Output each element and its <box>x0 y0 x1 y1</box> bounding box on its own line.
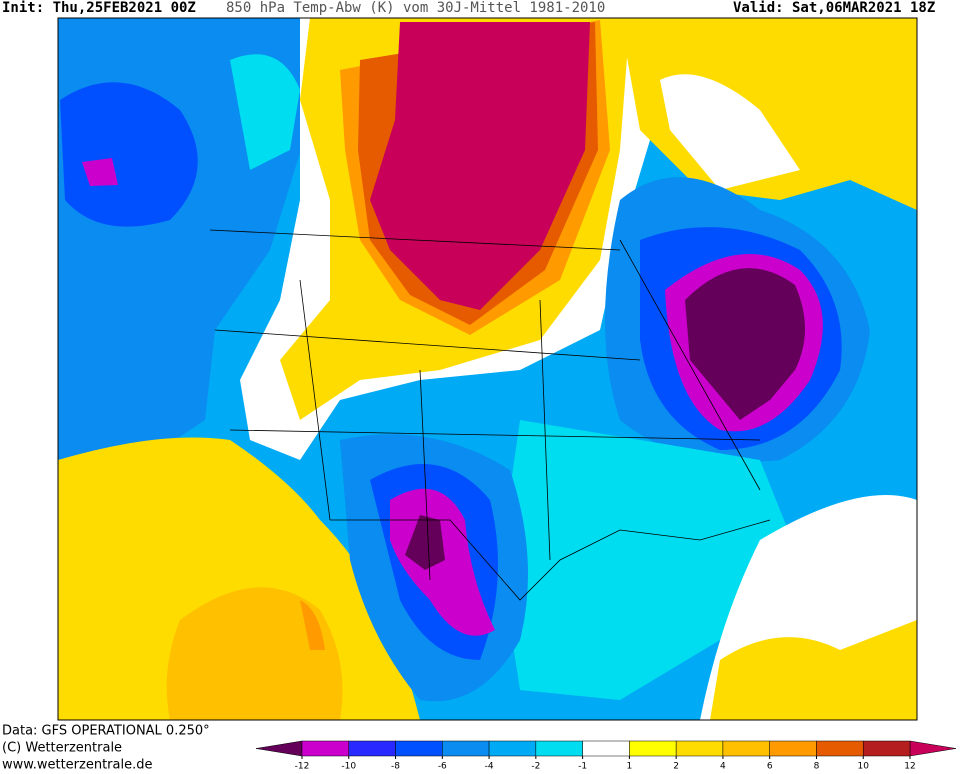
colorbar: -12 -10 -8 -6 -4 -2 -1 1 2 4 6 8 10 12 <box>255 740 957 772</box>
colorbar-tick-label: 12 <box>904 762 915 772</box>
map-field <box>82 158 118 186</box>
valid-time: Valid: Sat,06MAR2021 18Z <box>733 0 935 16</box>
colorbar-tick-label: -4 <box>485 762 494 772</box>
colorbar-segment <box>582 740 630 757</box>
colorbar-segment <box>816 740 864 757</box>
colorbar-tick-label: -2 <box>531 762 540 772</box>
colorbar-segment <box>488 740 537 757</box>
map-field <box>60 82 198 227</box>
colorbar-tick-label: -12 <box>295 762 310 772</box>
colorbar-tick-label: -6 <box>438 762 447 772</box>
colorbar-segment <box>348 740 396 757</box>
colorbar-tick-label: 4 <box>720 762 726 772</box>
map-field <box>710 620 917 720</box>
colorbar-segment <box>769 740 817 757</box>
borders <box>209 229 771 601</box>
map-field <box>685 268 805 420</box>
map-field <box>370 22 590 310</box>
colorbar-tick-label: -1 <box>578 762 587 772</box>
colorbar-tick-label: 2 <box>673 762 679 772</box>
map-field <box>166 587 343 720</box>
colorbar-tick-label: -8 <box>391 762 400 772</box>
colorbar-over <box>909 740 957 757</box>
colorbar-segment <box>301 740 350 757</box>
colorbar-tick-label: 8 <box>814 762 820 772</box>
colorbar-segment <box>442 740 490 757</box>
colorbar-tick-label: 1 <box>627 762 633 772</box>
colorbar-segment <box>675 740 724 757</box>
footer-line: Data: GFS OPERATIONAL 0.250° <box>2 724 210 739</box>
map-field <box>620 18 917 210</box>
map-field <box>660 74 800 190</box>
colorbar-tick-label: 10 <box>858 762 870 772</box>
footer-line: (C) Wetterzentrale <box>2 741 122 756</box>
colorbar-segment <box>395 740 443 757</box>
map-field <box>300 600 325 650</box>
colorbar-segment <box>629 740 677 757</box>
anomaly-map <box>58 18 917 720</box>
colorbar-segment <box>722 740 770 757</box>
map-field <box>230 54 300 170</box>
colorbar-tick-label: -10 <box>341 762 356 772</box>
colorbar-segment <box>862 740 911 757</box>
map-frame <box>57 17 918 721</box>
footer-line: www.wetterzentrale.de <box>2 758 152 773</box>
map-field <box>405 515 445 570</box>
colorbar-segment <box>535 740 583 757</box>
colorbar-under <box>255 740 303 757</box>
colorbar-tick-label: 6 <box>767 762 773 772</box>
map-title: 850 hPa Temp-Abw (K) vom 30J-Mittel 1981… <box>226 0 605 16</box>
init-time: Init: Thu,25FEB2021 00Z <box>2 0 196 16</box>
